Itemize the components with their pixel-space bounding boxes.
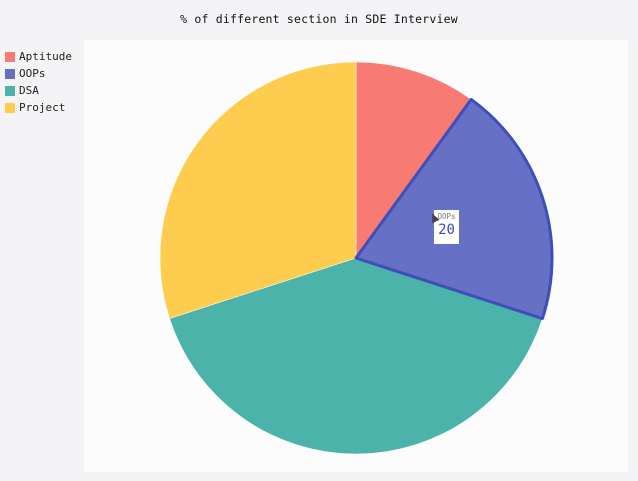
chart-title: % of different section in SDE Interview: [180, 12, 458, 26]
pie-slice-aptitude[interactable]: [355, 61, 472, 259]
legend-label-aptitude: Aptitude: [19, 50, 72, 63]
tooltip: OOPs 20: [433, 209, 460, 245]
legend-swatch-project: [5, 102, 15, 113]
legend-item-oops[interactable]: OOPs: [5, 65, 72, 82]
pie-slice-oops[interactable]: [354, 97, 554, 321]
legend-label-dsa: DSA: [19, 84, 39, 97]
legend-label-project: Project: [19, 101, 66, 114]
legend-label-oops: OOPs: [19, 67, 46, 80]
legend-swatch-oops: [5, 68, 15, 79]
tooltip-value: 20: [438, 222, 455, 238]
legend: Aptitude OOPs DSA Project: [5, 48, 72, 116]
pie-slice-dsa[interactable]: [169, 257, 543, 455]
legend-item-aptitude[interactable]: Aptitude: [5, 48, 72, 65]
legend-swatch-dsa: [5, 85, 15, 96]
tooltip-label: OOPs: [437, 212, 456, 221]
legend-item-dsa[interactable]: DSA: [5, 82, 72, 99]
legend-swatch-aptitude: [5, 51, 15, 62]
legend-item-project[interactable]: Project: [5, 99, 72, 116]
pie-slice-project[interactable]: [159, 61, 357, 319]
